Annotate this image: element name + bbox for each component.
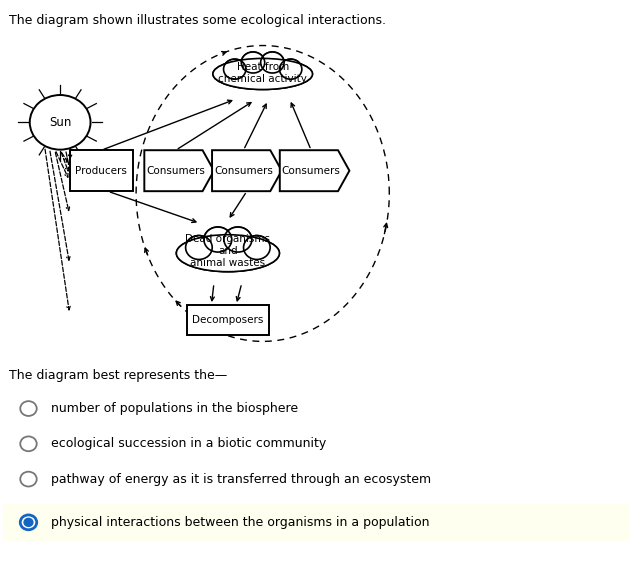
Circle shape [24,518,33,526]
Text: ecological succession in a biotic community: ecological succession in a biotic commun… [51,438,326,450]
Text: Sun: Sun [49,116,72,129]
Circle shape [20,436,37,451]
Circle shape [20,515,37,530]
FancyBboxPatch shape [187,305,269,335]
Circle shape [280,59,302,79]
FancyBboxPatch shape [70,150,133,191]
Text: Consumers: Consumers [146,166,205,176]
Text: Consumers: Consumers [214,166,273,176]
Circle shape [261,52,284,73]
Circle shape [224,227,252,252]
Ellipse shape [177,234,279,272]
Circle shape [223,59,246,79]
Text: Decomposers: Decomposers [192,315,263,325]
Text: number of populations in the biosphere: number of populations in the biosphere [51,402,298,415]
Text: Heat from
chemical activity: Heat from chemical activity [218,61,307,84]
Text: physical interactions between the organisms in a population: physical interactions between the organi… [51,516,429,529]
Text: Dead organisms
and
animal wastes: Dead organisms and animal wastes [185,234,270,268]
Circle shape [20,472,37,486]
Text: Producers: Producers [75,166,127,176]
Circle shape [244,236,270,259]
Polygon shape [212,150,282,191]
Circle shape [261,52,284,73]
Ellipse shape [213,59,313,89]
Polygon shape [280,150,349,191]
Text: Consumers: Consumers [282,166,341,176]
Text: The diagram best represents the—: The diagram best represents the— [9,369,228,382]
Text: pathway of energy as it is transferred through an ecosystem: pathway of energy as it is transferred t… [51,473,431,485]
Text: The diagram shown illustrates some ecological interactions.: The diagram shown illustrates some ecolo… [9,14,387,27]
Polygon shape [144,150,214,191]
Circle shape [204,228,231,251]
FancyBboxPatch shape [3,504,629,541]
Circle shape [224,60,246,79]
Circle shape [186,236,211,259]
Ellipse shape [177,234,279,272]
Circle shape [244,236,270,259]
Circle shape [280,60,301,79]
Circle shape [185,236,212,259]
Circle shape [225,228,251,251]
Circle shape [30,95,91,150]
Ellipse shape [213,59,313,89]
Circle shape [20,401,37,416]
Circle shape [242,52,264,73]
Circle shape [241,52,265,73]
Circle shape [204,227,232,252]
